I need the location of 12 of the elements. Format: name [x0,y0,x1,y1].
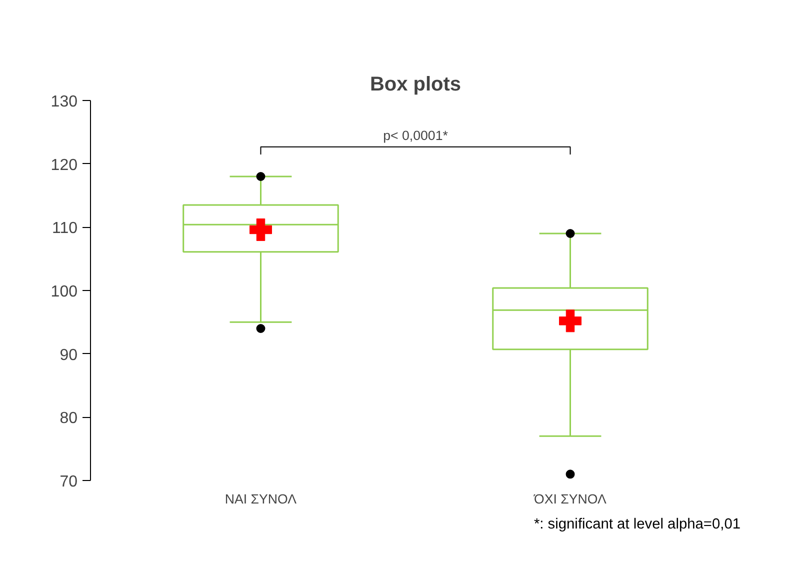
y-tick-label: 80 [60,410,78,428]
y-tick-label: 90 [60,346,78,364]
text: *: significant at level alpha=0,01 [534,516,741,532]
y-tick-label: 110 [52,220,78,238]
annotation: p< 0,0001* [383,128,448,143]
chart-title: Box plots [370,74,462,96]
y-tick-label: 100 [50,284,78,300]
x-tick-label: ΝΑΙ ΣΥΝΟΛ [224,492,297,506]
y-tick-label: 70 [60,474,78,490]
x-tick-label: ΌΧΙ ΣΥΝΟΛ [533,492,607,506]
y-tick-label: 120 [50,156,78,174]
y-tick-label: 130 [50,94,78,110]
